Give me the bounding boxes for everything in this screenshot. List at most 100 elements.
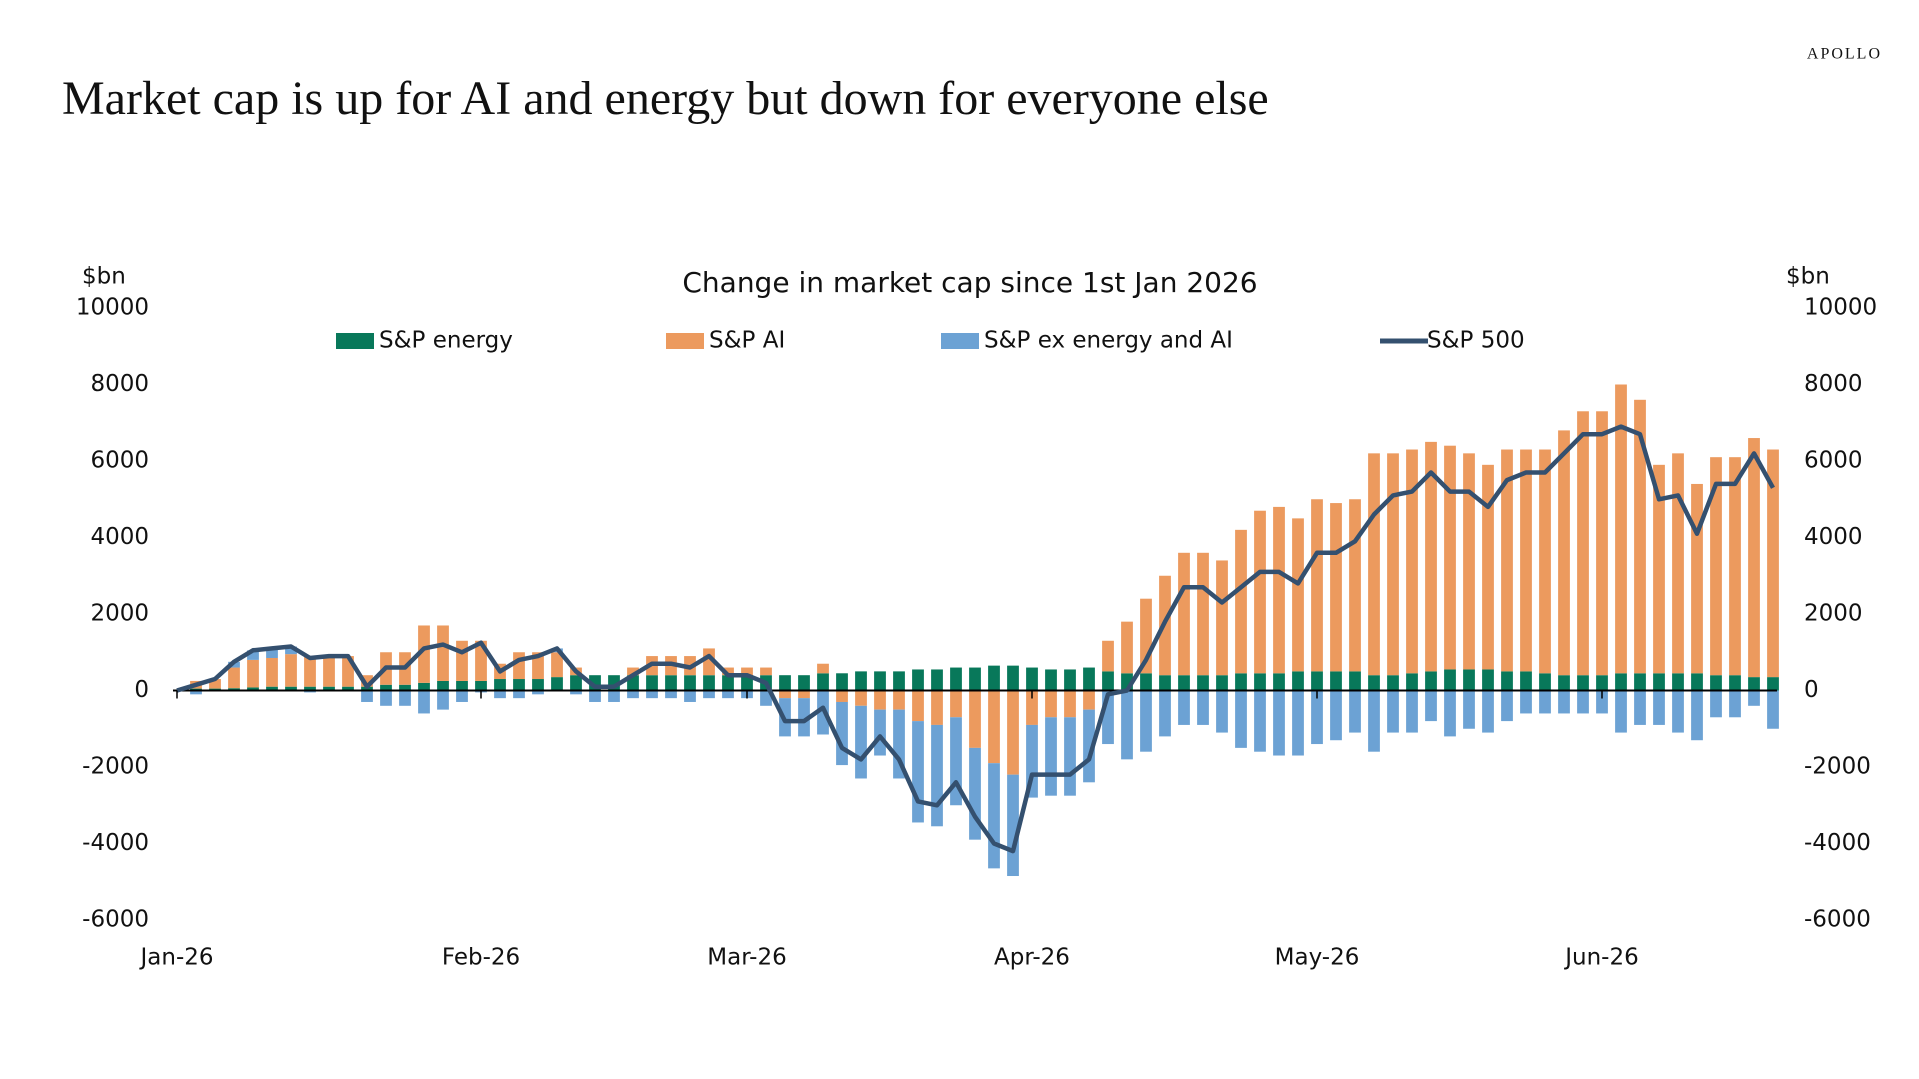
bar [1121,690,1133,760]
bar [1197,552,1209,676]
bar [494,679,506,691]
bar [285,686,297,691]
bar [1159,675,1171,691]
bar [1007,690,1019,775]
bar [1311,671,1323,691]
bar [380,684,392,691]
bar [1691,690,1703,741]
bar [1767,449,1779,678]
y2-tick-label: 8000 [1804,371,1863,397]
bar [513,679,525,691]
bar [1330,690,1342,741]
bar [1045,669,1057,691]
bar [1577,690,1589,714]
bar [1007,774,1019,877]
bar [855,671,867,691]
bar [1558,675,1570,691]
bar [285,646,297,655]
bar [1026,667,1038,691]
bar [475,680,487,691]
bar [532,690,544,695]
bar [969,690,981,748]
chart-title: Change in market cap since 1st Jan 2026 [682,266,1257,299]
bar [494,690,506,699]
bar [1615,673,1627,691]
bar [1767,690,1779,729]
bar [1159,690,1171,737]
y2-tick-label: -2000 [1804,754,1871,780]
bar [627,667,639,676]
bar [1178,552,1190,676]
bar [1653,673,1665,691]
bar [1463,669,1475,691]
bar [684,675,696,691]
bar [1729,675,1741,691]
bar [665,690,677,699]
bar [1292,671,1304,691]
bar [1710,675,1722,691]
bar [1330,671,1342,691]
bar [836,673,848,691]
bar [836,690,848,702]
bar [988,690,1000,764]
bar [304,686,316,691]
bar [1558,690,1570,714]
bar [1273,673,1285,691]
bar [247,687,259,691]
x-tick-label: Jan-26 [138,945,213,971]
bar [228,688,240,691]
y2-tick-label: 10000 [1804,295,1877,321]
bar [1634,673,1646,691]
bar [722,667,734,676]
bar [1064,690,1076,718]
bar [1197,675,1209,691]
bar [1729,457,1741,676]
bar [1273,506,1285,674]
bar [361,675,373,687]
bar [1596,411,1608,676]
y-tick-label: 2000 [90,601,149,627]
bar [399,684,411,691]
bar [1045,690,1057,718]
legend-label: S&P ex energy and AI [984,328,1233,354]
bar [1216,675,1228,691]
bar [1254,510,1266,674]
y-axis-label: $bn [82,264,126,290]
bar [1349,671,1361,691]
bar [1311,690,1323,745]
bar [1558,430,1570,676]
bar [1653,690,1665,725]
bar [931,669,943,691]
bar [532,679,544,691]
bar [285,654,297,687]
bar [1748,690,1760,706]
bar [665,675,677,691]
bar [418,682,430,691]
bar [1102,640,1114,672]
y-tick-label: 6000 [90,448,149,474]
bar [1045,717,1057,796]
bar [1330,503,1342,672]
bar [1178,675,1190,691]
bar [988,665,1000,691]
bar [1349,690,1361,733]
bar [1425,441,1437,672]
bar [1634,399,1646,674]
bar [1539,449,1551,674]
bar [950,667,962,691]
bar [1672,453,1684,674]
bar [1064,717,1076,796]
bar [779,675,791,691]
bar [266,648,278,658]
bar [266,686,278,691]
bar [304,656,316,687]
bar [456,690,468,702]
bar [798,698,810,737]
bar [1710,690,1722,718]
y-tick-label: 0 [134,677,149,703]
bar [1387,675,1399,691]
bar [988,763,1000,869]
bar [551,677,563,691]
legend-label: S&P AI [709,328,785,354]
bar [1368,675,1380,691]
